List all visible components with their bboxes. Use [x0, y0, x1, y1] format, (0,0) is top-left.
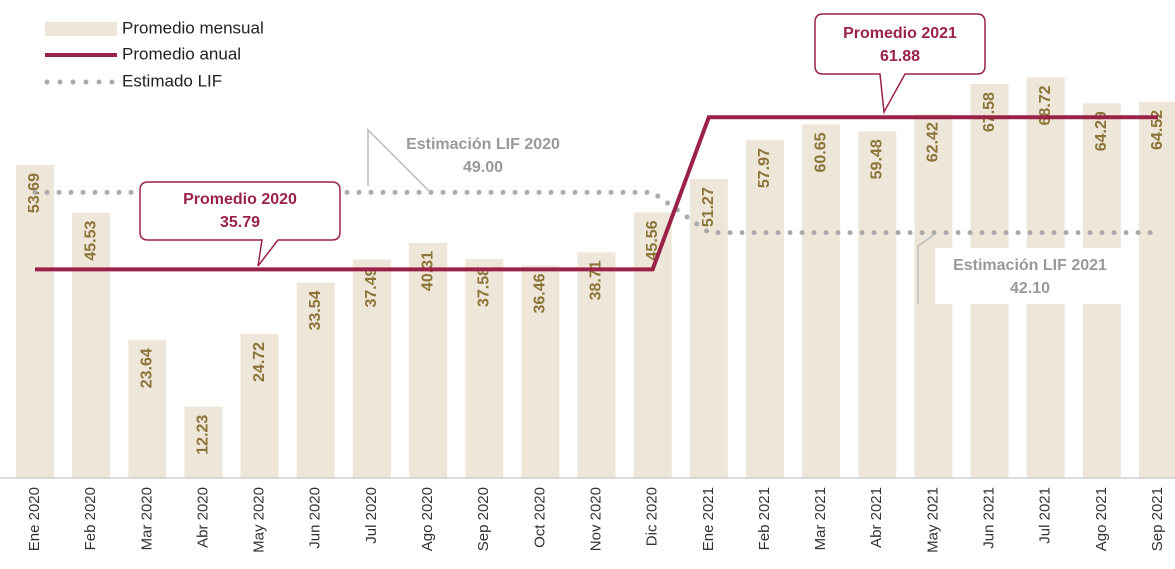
bar — [184, 406, 223, 478]
x-tick-label: Feb 2021 — [756, 487, 773, 550]
value-label: 45.53 — [82, 220, 99, 260]
x-tick-label: Jul 2020 — [363, 487, 380, 544]
value-label: 59.48 — [868, 139, 885, 179]
x-tick-label: May 2020 — [251, 487, 268, 553]
x-tick-label: Abr 2020 — [194, 487, 211, 548]
line — [35, 115, 1158, 272]
x-tick-label: Ene 2021 — [700, 487, 717, 551]
value-label: 38.71 — [588, 260, 605, 300]
bar — [633, 212, 672, 479]
callout-pointer — [917, 233, 936, 304]
bar — [521, 265, 560, 478]
legend-label: Estimado LIF — [122, 71, 222, 90]
annotation-value: 49.00 — [463, 159, 503, 176]
dotted-line — [32, 189, 1161, 236]
annotation-title: Estimación LIF 2021 — [953, 257, 1107, 274]
legend-label: Promedio mensual — [122, 18, 264, 37]
value-label: 60.65 — [812, 132, 829, 172]
value-label: 64.29 — [1093, 111, 1110, 151]
legend: Promedio mensual Promedio anual Estimado… — [44, 18, 264, 90]
x-tick-label: Ago 2020 — [419, 487, 436, 551]
value-label: 33.54 — [307, 290, 324, 330]
callout-box — [935, 248, 1125, 304]
legend-label: Promedio anual — [122, 44, 241, 63]
annotations: Promedio 2020 35.79 Promedio 2021 61.88 … — [139, 13, 1125, 304]
value-label: 62.42 — [925, 122, 942, 162]
x-tick-label: Jul 2021 — [1037, 487, 1054, 544]
x-tick-label: Sep 2020 — [475, 487, 492, 551]
x-tick-label: Mar 2020 — [138, 487, 155, 550]
bar — [296, 282, 335, 478]
x-tick-label: Abr 2021 — [868, 487, 885, 548]
value-label: 23.64 — [139, 348, 156, 388]
value-label: 36.46 — [532, 273, 549, 313]
value-label: 45.56 — [644, 220, 661, 260]
x-tick-label: Feb 2020 — [82, 487, 99, 550]
x-tick-label: Oct 2020 — [531, 487, 548, 548]
value-label: 64.52 — [1149, 110, 1166, 150]
callout-box — [814, 13, 986, 115]
value-label: 51.27 — [700, 187, 717, 227]
annotation-value: 35.79 — [220, 214, 260, 231]
callout-pointer — [367, 128, 431, 193]
x-tick-label: May 2021 — [924, 487, 941, 553]
annotation-title: Promedio 2021 — [843, 25, 957, 42]
x-tick-label: Dic 2020 — [644, 487, 661, 546]
x-tick-label: Ene 2020 — [26, 487, 43, 551]
bar — [858, 131, 897, 478]
x-tick-label: Sep 2021 — [1149, 487, 1166, 551]
bar — [409, 243, 448, 478]
value-label: 37.58 — [475, 267, 492, 307]
bar — [577, 252, 616, 478]
x-tick-label: Jun 2021 — [981, 487, 998, 549]
x-tick-label: Ago 2021 — [1093, 487, 1110, 551]
bar — [72, 212, 111, 478]
value-label: 24.72 — [251, 342, 268, 382]
bar — [1139, 101, 1175, 479]
x-tick-label: Nov 2020 — [587, 487, 604, 551]
legend-swatch — [45, 22, 117, 36]
bar — [352, 259, 391, 478]
bar — [465, 258, 504, 478]
annotation-title: Estimación LIF 2020 — [406, 136, 560, 153]
x-tick-label: Mar 2021 — [812, 487, 829, 550]
annotation-value: 42.10 — [1010, 280, 1050, 297]
bar — [689, 179, 728, 478]
annotation-title: Promedio 2020 — [183, 191, 297, 208]
x-tick-label: Jun 2020 — [307, 487, 324, 549]
bar — [16, 165, 54, 478]
value-label: 12.23 — [195, 415, 212, 455]
value-label: 57.97 — [756, 148, 773, 188]
annotation-value: 61.88 — [880, 48, 920, 65]
value-label: 37.49 — [363, 267, 380, 307]
bar — [745, 140, 784, 478]
value-label: 68.72 — [1037, 85, 1054, 125]
value-label: 67.58 — [981, 92, 998, 132]
bar — [240, 333, 279, 478]
bar — [802, 124, 841, 478]
bar — [128, 340, 167, 478]
callout-box — [139, 181, 341, 267]
